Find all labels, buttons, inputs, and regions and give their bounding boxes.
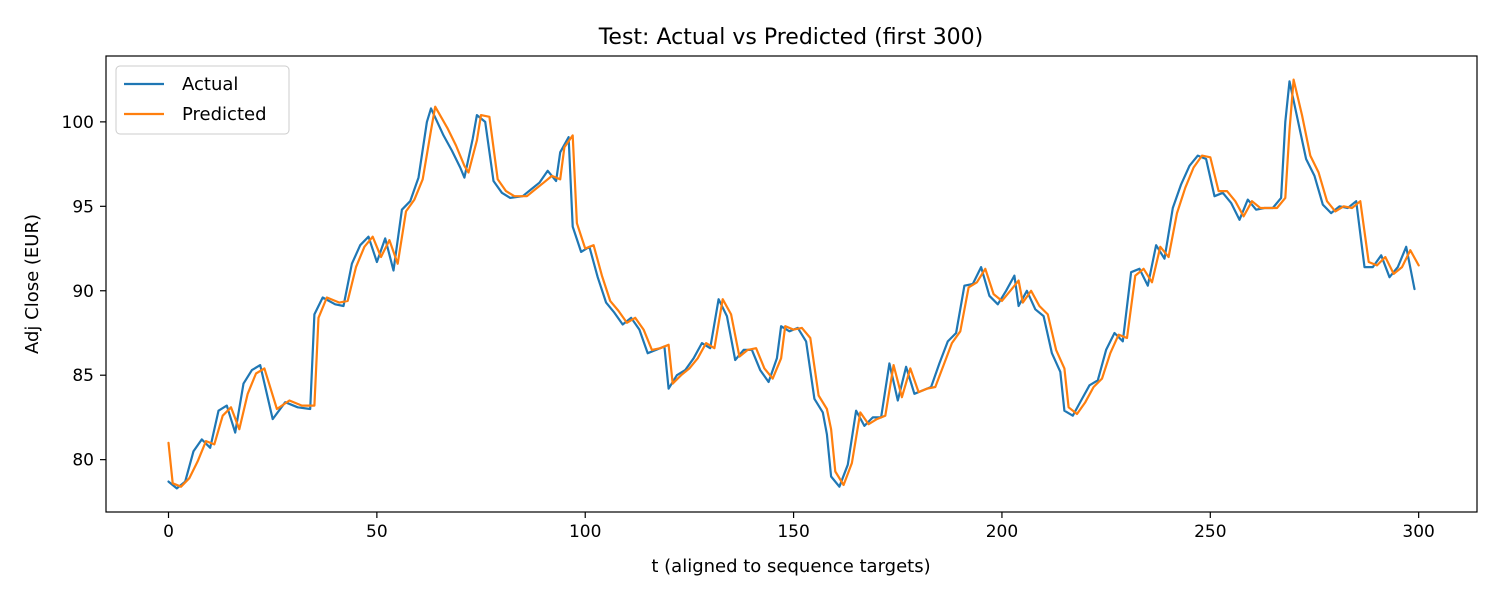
x-tick-label: 200 [986, 522, 1018, 542]
y-tick-label: 95 [72, 197, 94, 217]
y-tick-label: 80 [72, 451, 94, 471]
x-tick-label: 50 [366, 522, 388, 542]
y-axis-label: Adj Close (EUR) [22, 214, 43, 354]
x-tick-label: 0 [163, 522, 174, 542]
y-axis-ticks: 80 85 90 95 100 [62, 113, 106, 471]
x-axis-ticks: 0 50 100 150 200 250 300 [163, 512, 1435, 542]
series-layer [167, 78, 1420, 490]
chart-title: Test: Actual vs Predicted (first 300) [598, 25, 984, 50]
x-tick-label: 150 [777, 522, 809, 542]
y-tick-label: 100 [62, 113, 94, 133]
legend-label-predicted: Predicted [182, 104, 267, 125]
legend-label-actual: Actual [182, 74, 238, 95]
x-tick-label: 300 [1402, 522, 1434, 542]
series-line-actual [167, 80, 1416, 490]
x-tick-label: 100 [569, 522, 601, 542]
series-line-predicted [167, 78, 1420, 488]
y-tick-label: 90 [72, 282, 94, 302]
x-axis-label: t (aligned to sequence targets) [651, 556, 930, 577]
y-tick-label: 85 [72, 366, 94, 386]
legend: Actual Predicted [115, 65, 290, 135]
plot-frame [105, 55, 1478, 513]
x-tick-label: 250 [1194, 522, 1226, 542]
